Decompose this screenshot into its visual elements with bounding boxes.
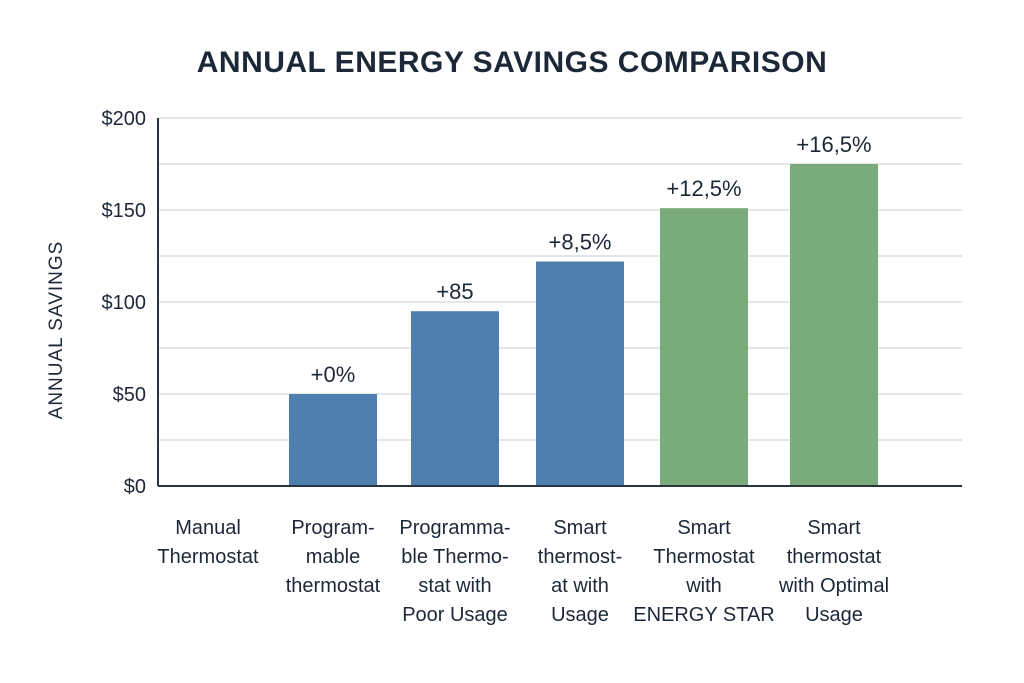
bar <box>411 311 499 486</box>
x-tick-label-line: Thermostat <box>653 546 755 568</box>
x-tick-label-line: stat with <box>418 575 491 597</box>
y-tick-label: $100 <box>102 292 147 314</box>
bar <box>289 394 377 486</box>
data-label: +12,5% <box>666 176 741 201</box>
x-tick-label: Program-mable thermostat <box>286 517 381 597</box>
x-tick-label-line: at with <box>551 575 609 597</box>
x-tick-label-line: mable <box>306 546 360 568</box>
x-tick-label-line: with Optimal <box>778 575 889 597</box>
bars <box>289 164 878 486</box>
y-tick-label: $0 <box>124 476 146 498</box>
chart-title: ANNUAL ENERGY SAVINGS COMPARISON <box>197 46 828 79</box>
x-tick-label: Manual Thermostat <box>157 517 259 568</box>
x-tick-label-line: ble Thermo- <box>401 546 508 568</box>
x-tick-label-line: Smart <box>553 517 607 539</box>
x-tick-label-line: ENERGY STAR <box>633 604 775 626</box>
data-label: +16,5% <box>796 132 871 157</box>
x-tick-label-line: Usage <box>805 604 863 626</box>
x-tick-label-line: Programma- <box>399 517 510 539</box>
data-label: +85 <box>436 279 473 304</box>
x-tick-label-line: thermostat <box>286 575 381 597</box>
x-tick-label-line: Poor Usage <box>402 604 508 626</box>
data-label: +8,5% <box>549 230 612 255</box>
bar <box>660 208 748 486</box>
y-tick-label: $150 <box>102 200 147 222</box>
y-axis-ticks: $0 $50 $100 $150 $200 <box>102 108 147 498</box>
y-tick-label: $200 <box>102 108 147 130</box>
bar <box>536 261 624 486</box>
x-tick-label: Programma-ble Thermo-stat with Poor Usage <box>399 517 510 626</box>
x-tick-label: Smart thermost-at with Usage <box>538 517 622 626</box>
x-tick-label-line: Program- <box>291 517 374 539</box>
y-tick-label: $50 <box>113 384 146 406</box>
x-tick-label-line: Smart <box>807 517 861 539</box>
x-tick-label-line: with <box>685 575 722 597</box>
x-tick-label-line: Usage <box>551 604 609 626</box>
data-labels: +0% +85 +8,5% +12,5% +16,5% <box>311 132 872 387</box>
x-tick-label-line: Manual <box>175 517 241 539</box>
data-label: +0% <box>311 362 356 387</box>
y-axis-label: ANNUAL SAVINGS <box>46 241 67 420</box>
x-tick-label-line: Thermostat <box>157 546 259 568</box>
x-tick-label-line: thermost- <box>538 546 622 568</box>
x-tick-label: Smart Thermostat with ENERGY STAR <box>633 517 775 626</box>
bar <box>790 164 878 486</box>
x-tick-label-line: thermostat <box>787 546 882 568</box>
x-tick-label-line: Smart <box>677 517 731 539</box>
x-tick-label: Smart thermostat with Optimal Usage <box>778 517 889 626</box>
